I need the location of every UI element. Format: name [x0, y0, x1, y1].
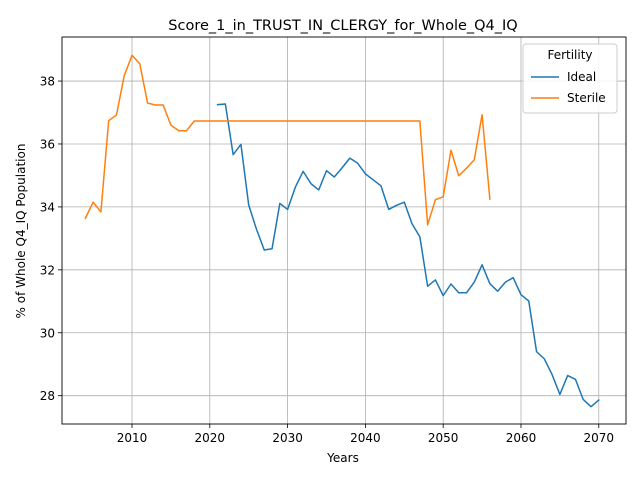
chart-title: Score_1_in_TRUST_IN_CLERGY_for_Whole_Q4_… — [168, 18, 517, 34]
series-line-sterile — [84, 54, 491, 226]
legend: Fertility Ideal Sterile — [522, 43, 618, 114]
y-tick-label: 38 — [40, 75, 55, 89]
series-lines — [84, 54, 600, 408]
y-tick-label: 34 — [40, 200, 55, 214]
y-tick-label: 36 — [40, 137, 55, 151]
y-axis-ticks: 28 30 32 34 36 38 — [40, 75, 62, 403]
x-axis-label: Years — [326, 451, 359, 465]
plot-frame — [61, 36, 627, 425]
x-axis-ticks: 2010 2020 2030 2040 2050 2060 2070 — [117, 424, 614, 445]
legend-label-ideal: Ideal — [567, 70, 596, 84]
x-tick-label: 2010 — [117, 431, 148, 445]
x-tick-label: 2020 — [195, 431, 226, 445]
x-tick-label: 2030 — [272, 431, 303, 445]
x-tick-label: 2060 — [506, 431, 537, 445]
legend-label-sterile: Sterile — [567, 91, 606, 105]
y-tick-label: 28 — [40, 389, 55, 403]
y-tick-label: 32 — [40, 263, 55, 277]
y-tick-label: 30 — [40, 326, 55, 340]
x-tick-label: 2070 — [583, 431, 614, 445]
legend-title: Fertility — [547, 48, 592, 62]
series-line-ideal — [216, 103, 600, 408]
y-axis-label: % of Whole Q4_IQ Population — [14, 144, 28, 319]
x-tick-label: 2040 — [350, 431, 381, 445]
x-tick-label: 2050 — [428, 431, 459, 445]
legend-box — [522, 43, 618, 114]
